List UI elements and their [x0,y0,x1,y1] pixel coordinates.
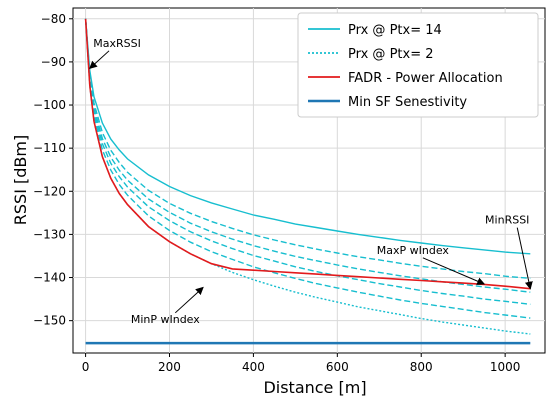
y-tick-label: −150 [33,314,66,328]
series-line-6 [84,18,531,290]
annotation-label-3: MinRSSI [485,214,529,227]
x-tick-label: 1000 [490,360,521,374]
series-line-4 [84,18,531,319]
x-tick-label: 800 [410,360,433,374]
y-tick-label: −80 [41,12,66,26]
y-axis-title: RSSI [dBm] [11,135,30,225]
annotation-label-2: MaxP wIndex [377,244,450,257]
y-tick-label: −100 [33,98,66,112]
legend-label-1: Prx @ Ptx= 2 [348,47,434,62]
legend-label-3: Min SF Senestivity [348,95,467,110]
legend-label-0: Prx @ Ptx= 14 [348,23,442,38]
y-tick-label: −130 [33,227,66,241]
legend-box [297,12,539,118]
series-line-2 [84,18,531,293]
x-tick-label: 0 [82,360,90,374]
x-tick-label: 200 [158,360,181,374]
annotation-arrow-2 [422,257,486,285]
annotation-arrow-0 [89,50,110,70]
ticks: 0 200 400 600 800 1000 −80 −90 −100 −110 −120 −130 −… [33,12,520,374]
annotations: MaxRSSI MinP wIndex MaxP wIndex MinRSSI [89,37,533,326]
x-tick-label: 400 [242,360,265,374]
series-group [84,18,531,345]
series-line-0 [84,18,531,255]
annotation-label-1: MinP wIndex [131,313,200,326]
y-tick-label: −90 [41,55,66,69]
y-tick-label: −110 [33,141,66,155]
legend-label-2: FADR - Power Allocation [348,71,503,86]
legend: Prx @ Ptx= 14 Prx @ Ptx= 2 FADR - Power Al… [297,12,539,118]
annotation-arrow-3 [516,227,533,290]
x-tick-label: 600 [326,360,349,374]
annotation-arrow-1 [174,286,204,314]
x-axis-title: Distance [m] [263,378,366,397]
y-tick-label: −120 [33,184,66,198]
series-line-1 [84,18,531,280]
y-tick-label: −140 [33,271,66,285]
annotation-label-0: MaxRSSI [93,37,141,50]
